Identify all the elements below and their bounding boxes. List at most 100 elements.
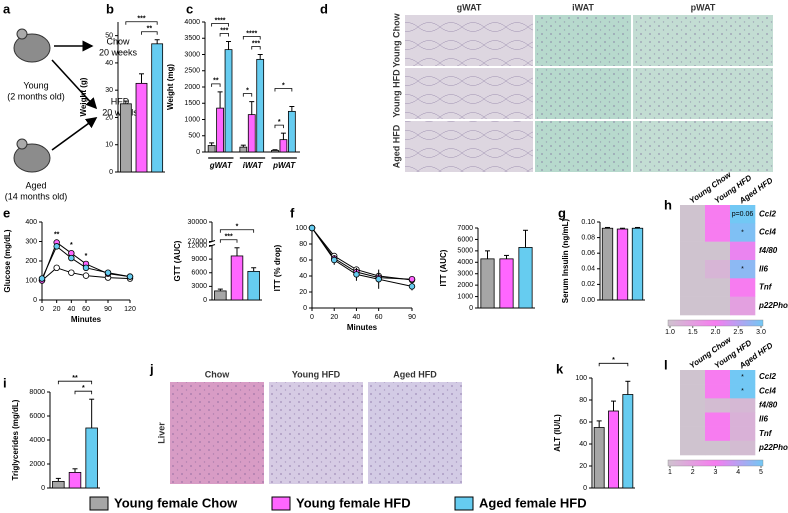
colorbar — [667, 319, 764, 327]
legend-swatch — [454, 496, 474, 511]
group-label: (2 months old) — [7, 91, 65, 101]
x-tick-label: 0 — [310, 314, 314, 321]
heatmap-cell — [730, 241, 756, 261]
bar — [480, 258, 495, 309]
x-axis-label: Minutes — [71, 315, 102, 324]
heatmap-cell — [680, 296, 706, 316]
heatmap-cell — [705, 440, 731, 456]
y-tick-label: 400 — [25, 219, 37, 226]
micrograph-texture — [535, 121, 631, 172]
row-label: Tnf — [759, 429, 773, 438]
row-label: Ccl4 — [759, 228, 776, 237]
bar — [499, 258, 514, 309]
data-point — [104, 269, 112, 276]
x-tick-label: iWAT — [243, 161, 264, 170]
y-tick-label: 2000 — [184, 84, 200, 91]
heatmap-cell — [680, 223, 706, 242]
significance-label: **** — [246, 30, 257, 37]
y-tick-label: 2500 — [184, 68, 200, 75]
heatmap-cell — [730, 260, 756, 279]
y-axis-label: Glucose (mg/dL) — [3, 229, 12, 292]
bar — [207, 145, 216, 153]
bar — [151, 43, 164, 173]
y-tick-label: 30000 — [188, 219, 208, 226]
y-tick-label: 3500 — [184, 35, 200, 42]
significance-label: ** — [54, 231, 60, 238]
y-tick-label: 9000 — [191, 256, 207, 263]
significance-label: *** — [220, 27, 228, 34]
legend-label: Young female Chow — [114, 495, 238, 510]
row-label: Il6 — [759, 264, 768, 273]
heatmap-cell — [680, 426, 706, 442]
bar — [135, 82, 148, 173]
heatmap-cell — [680, 412, 706, 427]
data-point — [82, 272, 90, 279]
heatmap-cell — [730, 370, 756, 385]
micrograph-column-label: pWAT — [691, 2, 716, 12]
panel-label: b — [106, 1, 114, 16]
x-tick-label: pWAT — [272, 161, 296, 170]
x-tick-label: 20 — [53, 306, 61, 313]
bar — [216, 107, 224, 153]
y-tick-label: 100 — [295, 225, 307, 232]
bar — [601, 227, 614, 301]
significance-bracket — [57, 380, 93, 385]
y-tick-label: 100 — [575, 375, 587, 382]
x-tick-label: 0 — [40, 306, 44, 313]
x-tick-label: 90 — [408, 314, 416, 321]
micrograph-texture — [405, 15, 533, 66]
y-axis-label: Triglycerides (mg/dL) — [11, 399, 20, 480]
legend-label: Young female HFD — [296, 495, 411, 510]
micrograph-row-label: Liver — [156, 422, 166, 444]
heatmap-cell — [705, 205, 731, 224]
cell-label: p=0.06 — [732, 211, 754, 218]
micrograph-texture — [368, 382, 462, 484]
y-tick-label: 2000 — [457, 282, 473, 289]
bar — [119, 103, 132, 173]
y-tick-label: 0.06 — [581, 250, 595, 257]
micrograph-row-label: Young Chow — [391, 12, 401, 67]
legend-label: Aged female HFD — [479, 495, 587, 510]
x-axis-label: Minutes — [347, 323, 378, 332]
colorbar-tick-label: 4 — [736, 469, 740, 476]
y-tick-label: 6000 — [457, 236, 473, 243]
significance-bracket — [251, 46, 261, 50]
heatmap-cell — [730, 223, 756, 242]
panel-label: f — [290, 205, 295, 220]
significance-bracket — [125, 21, 158, 25]
y-tick-label: 1000 — [184, 116, 200, 123]
panel-label: d — [320, 1, 328, 16]
heatmap-cell — [730, 205, 756, 224]
data-point — [68, 269, 75, 276]
bar — [214, 290, 227, 301]
heatmap-cell — [705, 260, 731, 279]
y-tick-label: 0 — [203, 297, 207, 304]
micrograph-texture — [633, 121, 773, 172]
micrograph-texture — [535, 68, 631, 119]
y-tick-label: 60 — [299, 257, 307, 264]
heatmap-cell — [680, 384, 706, 399]
significance-bracket — [74, 390, 93, 395]
mouse-icon — [13, 143, 51, 173]
bar — [247, 270, 260, 301]
y-tick-label: 12000 — [188, 242, 208, 249]
y-tick-label: 60 — [579, 419, 587, 426]
bar — [518, 247, 533, 309]
panel-label: c — [186, 1, 193, 16]
y-tick-label: 500 — [188, 133, 200, 140]
significance-bracket — [598, 362, 629, 367]
data-point — [82, 264, 90, 272]
x-tick-label: 40 — [67, 306, 75, 313]
data-point — [38, 275, 46, 282]
panel-label: l — [664, 357, 668, 372]
y-tick-label: 27000 — [188, 238, 208, 245]
x-tick-label: 90 — [104, 306, 112, 313]
heatmap-cell — [730, 384, 756, 399]
bar — [631, 227, 644, 301]
bar — [224, 49, 233, 153]
significance-label: * — [82, 385, 85, 392]
significance-label: ** — [213, 78, 219, 85]
significance-bracket — [219, 229, 255, 233]
legend-swatch — [271, 496, 291, 511]
